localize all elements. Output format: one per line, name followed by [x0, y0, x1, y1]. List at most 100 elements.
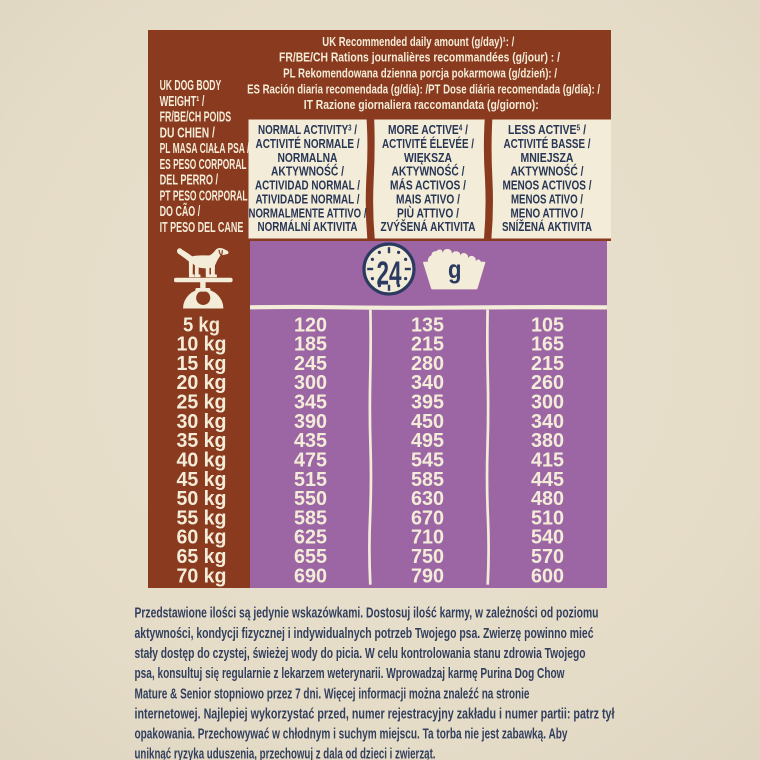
svg-text:g: g	[448, 254, 462, 284]
svg-text:MENOS ACTIVOS /: MENOS ACTIVOS /	[503, 179, 592, 193]
svg-text:DEL PERRO /: DEL PERRO /	[160, 173, 219, 189]
svg-text:340: 340	[531, 411, 564, 433]
svg-text:PIÙ ATTIVO /: PIÙ ATTIVO /	[397, 205, 459, 220]
svg-text:395: 395	[411, 392, 444, 414]
svg-text:185: 185	[294, 334, 327, 356]
svg-text:435: 435	[294, 430, 327, 452]
svg-text:30 kg: 30 kg	[177, 411, 227, 433]
svg-text:ZVÝŠENÁ AKTIVITA: ZVÝŠENÁ AKTIVITA	[381, 219, 476, 234]
svg-text:MENOS ATIVO /: MENOS ATIVO /	[511, 192, 583, 206]
svg-text:ACTIVITÉ ÉLEVÉE /: ACTIVITÉ ÉLEVÉE /	[382, 136, 474, 151]
svg-text:ATIVIDADE NORMAL /: ATIVIDADE NORMAL /	[256, 192, 360, 206]
svg-text:550: 550	[294, 488, 327, 510]
svg-text:PT PESO CORPORAL: PT PESO CORPORAL	[160, 188, 248, 204]
svg-text:165: 165	[531, 334, 564, 356]
svg-text:345: 345	[294, 392, 327, 414]
svg-text:WIĘKSZA: WIĘKSZA	[404, 151, 452, 165]
svg-text:570: 570	[531, 546, 564, 568]
svg-text:545: 545	[411, 450, 444, 472]
svg-text:20 kg: 20 kg	[177, 372, 227, 394]
svg-text:internetowej. Najlepiej wykorz: internetowej. Najlepiej wykorzystać prze…	[135, 705, 616, 722]
svg-text:300: 300	[531, 392, 564, 414]
svg-text:IT Razione giornaliera raccoma: IT Razione giornaliera raccomandata (g/g…	[304, 97, 539, 112]
svg-text:415: 415	[531, 450, 564, 472]
svg-text:215: 215	[531, 353, 564, 375]
svg-text:5 kg: 5 kg	[183, 314, 220, 336]
svg-text:655: 655	[294, 546, 327, 568]
svg-text:750: 750	[411, 546, 444, 568]
svg-text:ACTIVITÉ BASSE /: ACTIVITÉ BASSE /	[504, 136, 591, 151]
svg-text:MORE ACTIVE4 /: MORE ACTIVE4 /	[388, 123, 468, 137]
svg-text:uniknąć ryzyka uduszenia, prze: uniknąć ryzyka uduszenia, przechowuj z d…	[135, 746, 436, 760]
svg-text:480: 480	[531, 488, 564, 510]
svg-text:FR/BE/CH POIDS: FR/BE/CH POIDS	[160, 110, 232, 126]
svg-text:AKTYWNOŚĆ /: AKTYWNOŚĆ /	[511, 164, 584, 179]
svg-text:Przedstawione ilości są jedyni: Przedstawione ilości są jedynie wskazówk…	[135, 605, 599, 622]
svg-text:ES PESO CORPORAL: ES PESO CORPORAL	[160, 157, 247, 173]
svg-text:475: 475	[294, 450, 327, 472]
svg-text:540: 540	[531, 527, 564, 549]
svg-text:DO CÃO /: DO CÃO /	[160, 202, 201, 220]
svg-text:380: 380	[531, 430, 564, 452]
svg-text:ES Ración diaria recomendada (: ES Ración diaria recomendada (g/día): /P…	[247, 81, 600, 96]
svg-text:10 kg: 10 kg	[177, 334, 227, 356]
svg-text:MNIEJSZA: MNIEJSZA	[521, 151, 574, 165]
svg-text:70 kg: 70 kg	[177, 565, 227, 587]
svg-text:690: 690	[294, 565, 327, 587]
svg-text:245: 245	[294, 353, 327, 375]
svg-text:280: 280	[411, 353, 444, 375]
svg-text:40 kg: 40 kg	[177, 450, 227, 472]
svg-text:ACTIVITÉ NORMALE /: ACTIVITÉ NORMALE /	[256, 136, 360, 151]
svg-text:105: 105	[531, 314, 564, 336]
svg-text:60 kg: 60 kg	[177, 527, 227, 549]
svg-text:50 kg: 50 kg	[177, 488, 227, 510]
svg-text:630: 630	[411, 488, 444, 510]
svg-text:55 kg: 55 kg	[177, 507, 227, 529]
svg-text:65 kg: 65 kg	[177, 546, 227, 568]
svg-text:NORMAL ACTIVITY3 /: NORMAL ACTIVITY3 /	[258, 123, 357, 137]
svg-text:opakowania. Przechowywać w chł: opakowania. Przechowywać w chłodnym i su…	[135, 726, 568, 743]
svg-text:UK DOG BODY: UK DOG BODY	[160, 78, 222, 94]
svg-text:ACTIVIDAD NORMAL /: ACTIVIDAD NORMAL /	[255, 179, 360, 193]
svg-text:PL MASA CIAŁA PSA /: PL MASA CIAŁA PSA /	[160, 141, 250, 157]
svg-text:340: 340	[411, 372, 444, 394]
svg-text:510: 510	[531, 507, 564, 529]
svg-text:300: 300	[294, 372, 327, 394]
svg-text:Mature & Senior stopniowo prze: Mature & Senior stopniowo przez 7 dni. W…	[135, 685, 530, 702]
svg-text:MAIS ATIVO /: MAIS ATIVO /	[396, 192, 460, 206]
svg-text:NORMÁLNÍ AKTIVITA: NORMÁLNÍ AKTIVITA	[258, 219, 358, 234]
svg-text:IT PESO DEL CANE: IT PESO DEL CANE	[160, 220, 244, 236]
svg-text:aktywności, kondycji fizycznej: aktywności, kondycji fizycznej i indywid…	[135, 625, 594, 642]
svg-text:15 kg: 15 kg	[177, 353, 227, 375]
svg-text:260: 260	[531, 372, 564, 394]
svg-text:120: 120	[294, 314, 327, 336]
svg-text:25 kg: 25 kg	[177, 392, 227, 414]
svg-text:35 kg: 35 kg	[177, 430, 227, 452]
svg-text:DU CHIEN /: DU CHIEN /	[160, 125, 215, 141]
svg-text:FR/BE/CH Rations journalières: FR/BE/CH Rations journalières recommandé…	[279, 50, 560, 65]
svg-text:670: 670	[411, 507, 444, 529]
svg-text:psa, konsultuj się regularnie: psa, konsultuj się regularnie z lekarzem…	[135, 665, 565, 682]
svg-text:515: 515	[294, 469, 327, 491]
svg-text:585: 585	[294, 507, 327, 529]
svg-text:710: 710	[411, 527, 444, 549]
svg-text:MÁS ACTIVOS /: MÁS ACTIVOS /	[390, 178, 466, 193]
svg-text:AKTYWNOŚĆ /: AKTYWNOŚĆ /	[271, 164, 344, 179]
svg-text:585: 585	[411, 469, 444, 491]
svg-text:790: 790	[411, 565, 444, 587]
svg-text:45 kg: 45 kg	[177, 469, 227, 491]
svg-text:24: 24	[377, 254, 402, 291]
svg-text:135: 135	[411, 314, 444, 336]
svg-text:MENO ATTIVO /: MENO ATTIVO /	[511, 206, 584, 220]
svg-text:stały dostęp do czystej, śwież: stały dostęp do czystej, świeżej wody do…	[135, 645, 586, 662]
svg-text:495: 495	[411, 430, 444, 452]
svg-text:600: 600	[531, 565, 564, 587]
svg-text:NORMALNA: NORMALNA	[278, 151, 338, 165]
svg-text:215: 215	[411, 334, 444, 356]
svg-text:LESS ACTIVE5 /: LESS ACTIVE5 /	[508, 123, 586, 137]
svg-text:AKTYWNOŚĆ /: AKTYWNOŚĆ /	[392, 164, 465, 179]
svg-text:625: 625	[294, 527, 327, 549]
svg-text:UK Recommended daily amount (g: UK Recommended daily amount (g/day)¹: /	[322, 34, 514, 49]
svg-text:445: 445	[531, 469, 564, 491]
svg-text:WEIGHT¹ /: WEIGHT¹ /	[160, 94, 205, 110]
